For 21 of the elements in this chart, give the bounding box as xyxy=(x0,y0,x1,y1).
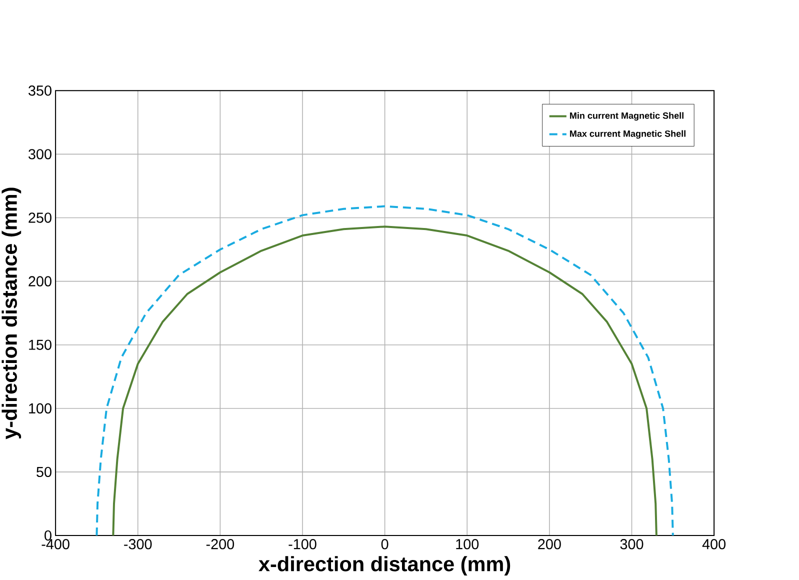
y-tick-label: 300 xyxy=(28,149,52,160)
x-tick-label: -200 xyxy=(206,539,234,550)
x-axis-title: x-direction distance (mm) xyxy=(258,556,510,576)
x-tick-label: -100 xyxy=(288,539,316,550)
y-tick-label: 200 xyxy=(28,276,52,287)
x-tick-label: 200 xyxy=(538,539,561,550)
legend-label: Max current Magnetic Shell xyxy=(570,130,686,139)
x-tick-label: 0 xyxy=(381,539,388,550)
y-axis-title: y-direction distance (mm) xyxy=(2,188,22,440)
y-tick-label: 350 xyxy=(28,86,52,96)
x-tick-label: -400 xyxy=(42,539,70,550)
y-tick-label: 0 xyxy=(44,530,52,541)
x-tick-label: -300 xyxy=(124,539,152,550)
x-tick-label: 100 xyxy=(456,539,479,550)
x-tick-label: 400 xyxy=(702,539,726,550)
y-tick-label: 100 xyxy=(29,403,52,414)
y-tick-label: 150 xyxy=(29,340,52,350)
y-tick-label: 250 xyxy=(28,212,52,224)
legend-label: Min current Magnetic Shell xyxy=(570,112,684,121)
x-tick-label: 300 xyxy=(620,539,644,550)
y-tick-label: 50 xyxy=(36,467,52,478)
